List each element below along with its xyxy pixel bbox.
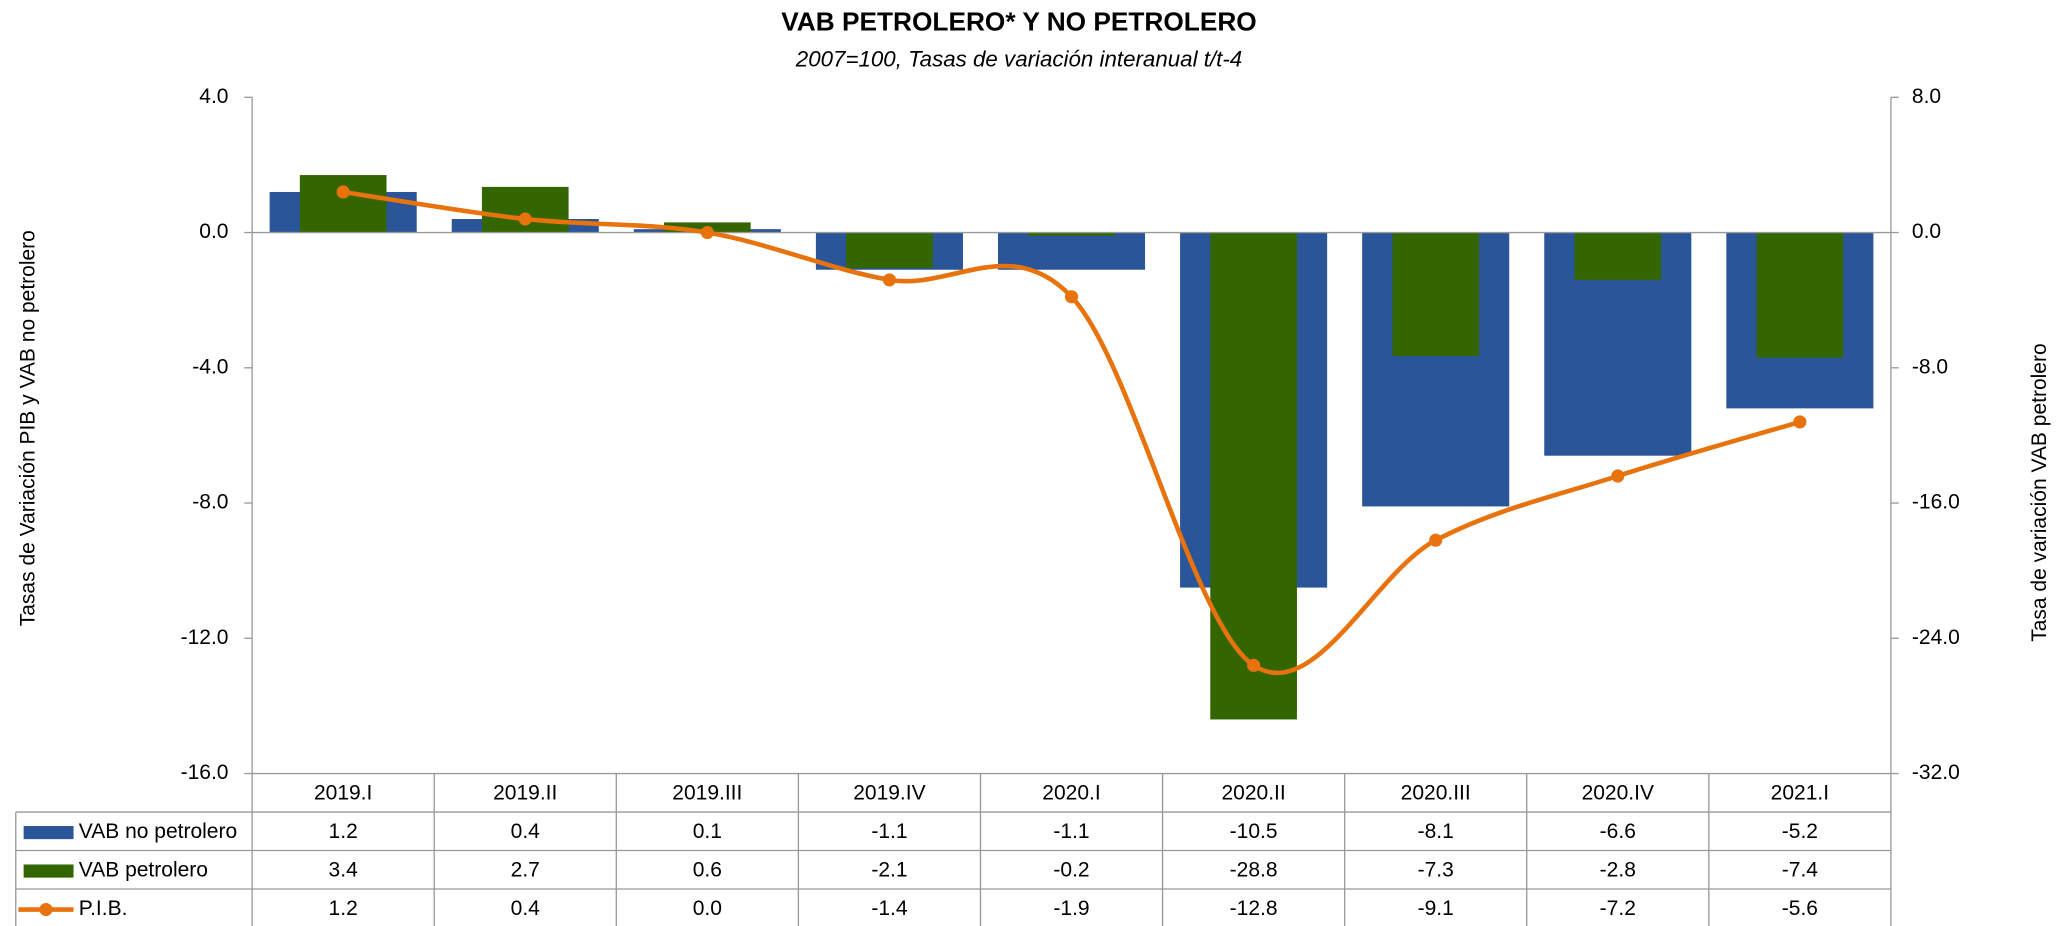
data-label: -1.1 [871,820,907,843]
data-label: 0.1 [693,820,722,843]
bar [481,186,569,233]
y-tick-label: 0.0 [199,220,228,243]
bar [997,232,1146,270]
y2-tick-label: 8.0 [1912,85,1941,108]
data-label: 2.7 [511,859,540,882]
line-marker [1247,658,1261,672]
legend-label: VAB no petrolero [79,820,237,843]
data-label: -7.2 [1600,897,1636,920]
x-tick-label: 2020.III [1401,782,1471,805]
y-tick-label: 4.0 [199,85,228,108]
y2-axis-label: Tasa de variación VAB petrolero [2028,343,2051,641]
data-label: -1.9 [1053,897,1089,920]
legend-swatch [23,826,74,840]
y2-tick-label: -24.0 [1912,626,1960,649]
data-label: -2.8 [1600,859,1636,882]
legend-label: P.I.B. [79,897,128,920]
line-marker [1064,290,1079,304]
y-axis-label: Tasas de Variación PIB y VAB no petroler… [16,230,39,626]
y-tick-label: -8.0 [192,491,228,514]
x-tick-label: 2019.III [672,782,742,805]
chart-title: VAB PETROLERO* Y NO PETROLERO [781,7,1257,37]
data-label: 0.0 [693,897,722,920]
y2-tick-label: -8.0 [1912,355,1948,378]
line-marker [700,225,714,240]
data-label: 1.2 [329,820,358,843]
data-label: -1.1 [1053,820,1089,843]
bar [1392,232,1480,356]
y-tick-label: -12.0 [181,626,229,649]
legend-swatch [39,902,53,917]
bar [846,232,933,269]
legend-label: VAB petrolero [79,859,208,882]
data-label: 0.4 [511,897,541,920]
bar [1028,232,1115,236]
data-label: -2.1 [871,859,907,882]
x-tick-label: 2021.I [1771,782,1829,805]
data-label: -7.4 [1782,859,1819,882]
data-label: -5.6 [1782,897,1818,920]
line-marker [1611,469,1625,483]
data-label: -8.1 [1418,820,1454,843]
y2-tick-label: 0.0 [1912,220,1941,243]
data-label: -5.2 [1782,820,1818,843]
line-marker [1429,533,1443,547]
x-tick-label: 2019.IV [853,782,925,805]
y2-tick-label: -16.0 [1912,491,1960,514]
data-label: -0.2 [1053,859,1089,882]
line-marker [518,212,532,226]
bar [1574,232,1662,280]
line-marker [1793,415,1807,429]
x-tick-label: 2019.I [314,782,372,805]
data-label: -10.5 [1230,820,1278,843]
data-label: -6.6 [1600,820,1636,843]
data-label: -7.3 [1418,859,1454,882]
data-label: 0.4 [511,820,541,843]
x-tick-label: 2020.I [1042,782,1100,805]
y-tick-label: -4.0 [192,355,228,378]
data-label: -12.8 [1230,897,1278,920]
legend-swatch [23,864,74,878]
line [342,189,1801,676]
bar [1756,232,1844,358]
data-label: 0.6 [693,859,722,882]
data-label: 3.4 [329,859,359,882]
data-label: -28.8 [1230,859,1278,882]
data-label: -9.1 [1418,897,1454,920]
bar [1210,232,1297,720]
line-marker [336,185,350,199]
x-tick-label: 2019.II [493,782,557,805]
y2-tick-label: -32.0 [1912,761,1960,784]
y-tick-label: -16.0 [181,761,229,784]
line-marker [882,273,896,287]
bar [299,175,387,233]
data-label: -1.4 [871,897,908,920]
x-tick-label: 2020.IV [1582,782,1654,805]
x-tick-label: 2020.II [1221,782,1285,805]
data-label: 1.2 [329,897,358,920]
chart-subtitle: 2007=100, Tasas de variación interanual … [795,46,1242,71]
